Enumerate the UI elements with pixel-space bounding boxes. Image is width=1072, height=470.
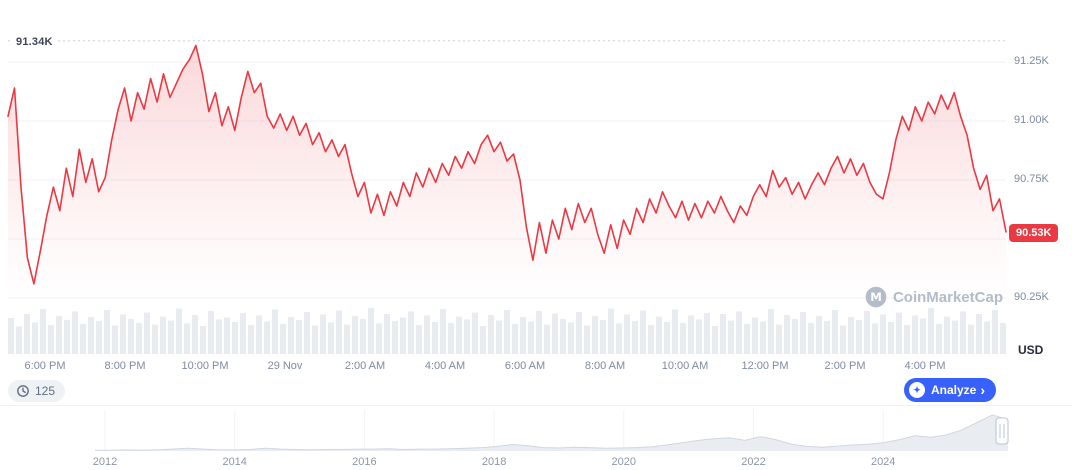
time-axis-label: 6:00 PM — [24, 360, 66, 372]
price-axis-label: 91.00K — [1014, 114, 1049, 126]
navigator-year-label: 2016 — [352, 456, 377, 468]
price-axis-label: 90.25K — [1014, 291, 1049, 303]
time-axis-label: 10:00 PM — [181, 360, 229, 372]
time-axis-label: 4:00 PM — [904, 360, 946, 372]
time-axis-label: 8:00 AM — [584, 360, 626, 372]
navigator-year-label: 2014 — [222, 456, 247, 468]
time-axis-label: 29 Nov — [267, 360, 303, 372]
price-axis-label: 91.25K — [1014, 55, 1049, 67]
time-axis-label: 12:00 PM — [741, 360, 789, 372]
chevron-right-icon: › — [980, 382, 985, 398]
time-axis-label: 10:00 AM — [661, 360, 709, 372]
price-chart[interactable] — [0, 0, 1010, 356]
navigator-year-label: 2020 — [611, 456, 637, 468]
navigator-year-label: 2018 — [481, 456, 507, 468]
svg-text:M: M — [870, 290, 882, 304]
range-navigator[interactable]: 2012 2014 2016 2018 2020 2022 2024 — [0, 405, 1072, 470]
coinmarketcap-watermark: M CoinMarketCap — [865, 286, 1003, 308]
history-count-badge[interactable]: 125 — [8, 380, 66, 402]
time-axis-label: 4:00 AM — [424, 360, 466, 372]
navigator-right-handle[interactable] — [995, 417, 1009, 445]
history-count-value: 125 — [35, 384, 56, 398]
navigator-year-label: 2024 — [870, 456, 896, 468]
time-axis-label: 2:00 AM — [344, 360, 386, 372]
time-axis-label: 8:00 PM — [104, 360, 146, 372]
clock-icon — [17, 385, 29, 397]
price-axis-label: 90.75K — [1014, 173, 1049, 185]
time-axis-label: 6:00 AM — [504, 360, 546, 372]
analyze-ai-icon: ✦ — [908, 382, 925, 398]
coinmarketcap-logo-icon: M — [865, 286, 887, 308]
analyze-button[interactable]: ✦ Analyze › — [903, 378, 996, 402]
currency-label: USD — [1018, 343, 1044, 357]
analyze-button-label: Analyze — [930, 383, 977, 397]
navigator-year-label: 2012 — [92, 456, 118, 468]
period-high-label: 91.34K — [12, 36, 57, 48]
navigator-year-label: 2022 — [741, 456, 766, 468]
time-axis-label: 2:00 PM — [824, 360, 866, 372]
current-price-badge: 90.53K — [1009, 224, 1059, 242]
range-navigator-chart[interactable] — [0, 408, 1016, 454]
watermark-text: CoinMarketCap — [892, 288, 1003, 306]
